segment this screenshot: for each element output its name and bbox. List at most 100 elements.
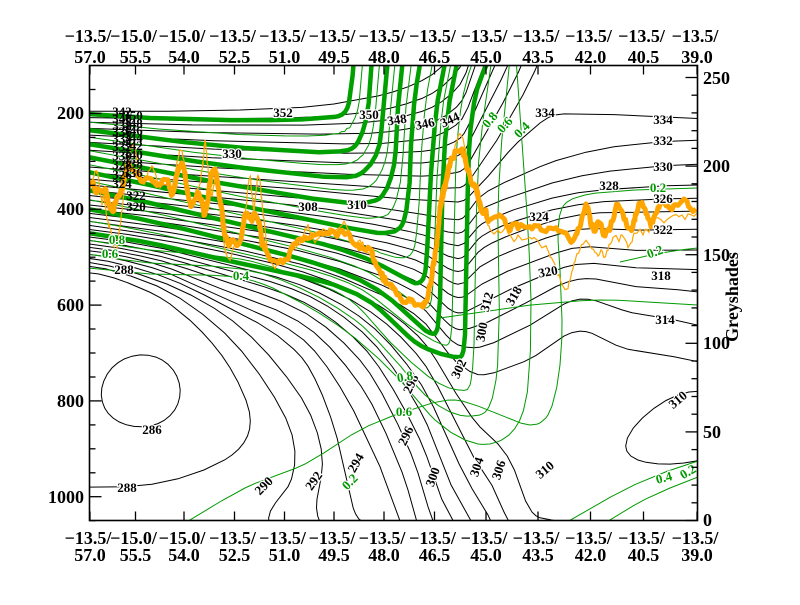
- svg-text:50: 50: [703, 422, 721, 442]
- svg-text:39.0: 39.0: [681, 47, 713, 67]
- svg-text:324: 324: [112, 176, 132, 191]
- svg-text:−13.5/: −13.5/: [513, 528, 561, 548]
- svg-text:51.0: 51.0: [269, 47, 301, 67]
- svg-text:328: 328: [112, 157, 132, 172]
- svg-text:320: 320: [537, 262, 559, 280]
- svg-text:312: 312: [477, 291, 497, 314]
- svg-text:310: 310: [347, 197, 367, 212]
- svg-text:308: 308: [298, 199, 318, 214]
- svg-text:344: 344: [123, 130, 143, 145]
- svg-text:340: 340: [123, 147, 143, 162]
- svg-text:Greyshades: Greyshades: [722, 252, 742, 342]
- svg-text:314: 314: [655, 312, 675, 327]
- svg-text:−13.5/: −13.5/: [461, 26, 509, 46]
- svg-text:338: 338: [123, 156, 143, 171]
- svg-text:318: 318: [651, 268, 671, 283]
- svg-text:288: 288: [117, 480, 137, 495]
- svg-text:−13.5/: −13.5/: [513, 26, 561, 46]
- svg-text:57.0: 57.0: [74, 47, 106, 67]
- svg-text:−13.5/: −13.5/: [618, 26, 666, 46]
- svg-text:48.0: 48.0: [368, 545, 400, 565]
- svg-text:336: 336: [123, 165, 143, 180]
- svg-text:46.5: 46.5: [419, 47, 451, 67]
- svg-text:200: 200: [703, 156, 730, 176]
- svg-text:338: 338: [112, 118, 132, 133]
- svg-text:−15.0/: −15.0/: [159, 528, 207, 548]
- svg-text:−13.5/: −13.5/: [259, 528, 307, 548]
- svg-text:342: 342: [123, 138, 143, 153]
- svg-text:48.0: 48.0: [368, 47, 400, 67]
- svg-text:−13.5/: −13.5/: [672, 26, 720, 46]
- svg-text:−13.5/: −13.5/: [259, 26, 307, 46]
- svg-text:352: 352: [273, 105, 293, 120]
- svg-text:250: 250: [703, 68, 730, 88]
- svg-text:328: 328: [599, 178, 619, 193]
- svg-text:350: 350: [123, 108, 143, 123]
- svg-text:0.6: 0.6: [396, 404, 413, 419]
- svg-text:332: 332: [112, 139, 132, 154]
- svg-text:340: 340: [112, 111, 132, 126]
- svg-text:55.5: 55.5: [120, 545, 152, 565]
- svg-text:49.5: 49.5: [318, 545, 350, 565]
- svg-text:57.0: 57.0: [74, 545, 106, 565]
- svg-text:304: 304: [466, 455, 486, 479]
- svg-text:0.2: 0.2: [650, 180, 666, 195]
- svg-text:320: 320: [126, 199, 146, 214]
- svg-text:348: 348: [386, 111, 408, 129]
- svg-text:324: 324: [529, 209, 549, 224]
- svg-text:0.8: 0.8: [396, 368, 415, 386]
- svg-text:−13.5/: −13.5/: [461, 528, 509, 548]
- svg-text:−15.0/: −15.0/: [110, 26, 158, 46]
- svg-text:−13.5/: −13.5/: [209, 26, 257, 46]
- svg-text:42.0: 42.0: [575, 47, 607, 67]
- svg-text:326: 326: [653, 191, 673, 206]
- svg-text:−13.5/: −13.5/: [359, 26, 407, 46]
- svg-text:322: 322: [126, 188, 146, 203]
- svg-text:40.5: 40.5: [628, 47, 660, 67]
- svg-text:51.0: 51.0: [269, 545, 301, 565]
- svg-text:−13.5/: −13.5/: [209, 528, 257, 548]
- svg-text:334: 334: [112, 131, 132, 146]
- svg-text:0.4: 0.4: [233, 268, 250, 283]
- svg-text:39.0: 39.0: [681, 545, 713, 565]
- svg-text:55.5: 55.5: [120, 47, 152, 67]
- svg-text:0.6: 0.6: [102, 246, 119, 261]
- svg-text:−13.5/: −13.5/: [309, 528, 357, 548]
- svg-text:43.5: 43.5: [522, 47, 554, 67]
- svg-text:332: 332: [653, 133, 673, 148]
- svg-text:54.0: 54.0: [168, 47, 200, 67]
- svg-text:−15.0/: −15.0/: [159, 26, 207, 46]
- svg-text:334: 334: [653, 112, 673, 127]
- svg-text:300: 300: [472, 321, 490, 343]
- svg-text:336: 336: [112, 124, 132, 139]
- svg-text:43.5: 43.5: [522, 545, 554, 565]
- svg-text:200: 200: [57, 103, 84, 123]
- svg-text:45.0: 45.0: [470, 545, 502, 565]
- svg-text:334: 334: [535, 105, 555, 120]
- svg-text:−13.5/: −13.5/: [565, 528, 613, 548]
- svg-text:−13.5/: −13.5/: [565, 26, 613, 46]
- svg-text:330: 330: [653, 159, 673, 174]
- svg-text:−15.0/: −15.0/: [110, 528, 158, 548]
- svg-text:1000: 1000: [48, 487, 84, 507]
- svg-text:288: 288: [114, 262, 134, 277]
- svg-text:346: 346: [414, 114, 437, 133]
- svg-text:330: 330: [112, 148, 132, 163]
- svg-text:40.5: 40.5: [628, 545, 660, 565]
- svg-text:−13.5/: −13.5/: [359, 528, 407, 548]
- svg-text:42.0: 42.0: [575, 545, 607, 565]
- svg-text:326: 326: [112, 167, 132, 182]
- svg-text:−13.5/: −13.5/: [409, 26, 457, 46]
- svg-text:−13.5/: −13.5/: [409, 528, 457, 548]
- svg-text:49.5: 49.5: [318, 47, 350, 67]
- svg-text:600: 600: [57, 295, 84, 315]
- svg-text:−13.5/: −13.5/: [618, 528, 666, 548]
- svg-text:400: 400: [57, 199, 84, 219]
- svg-text:0.4: 0.4: [654, 468, 674, 487]
- svg-text:52.5: 52.5: [219, 47, 251, 67]
- svg-text:0.2: 0.2: [677, 461, 699, 482]
- svg-text:306: 306: [488, 458, 508, 482]
- svg-text:−13.5/: −13.5/: [65, 528, 113, 548]
- svg-text:45.0: 45.0: [470, 47, 502, 67]
- svg-text:330: 330: [222, 146, 242, 161]
